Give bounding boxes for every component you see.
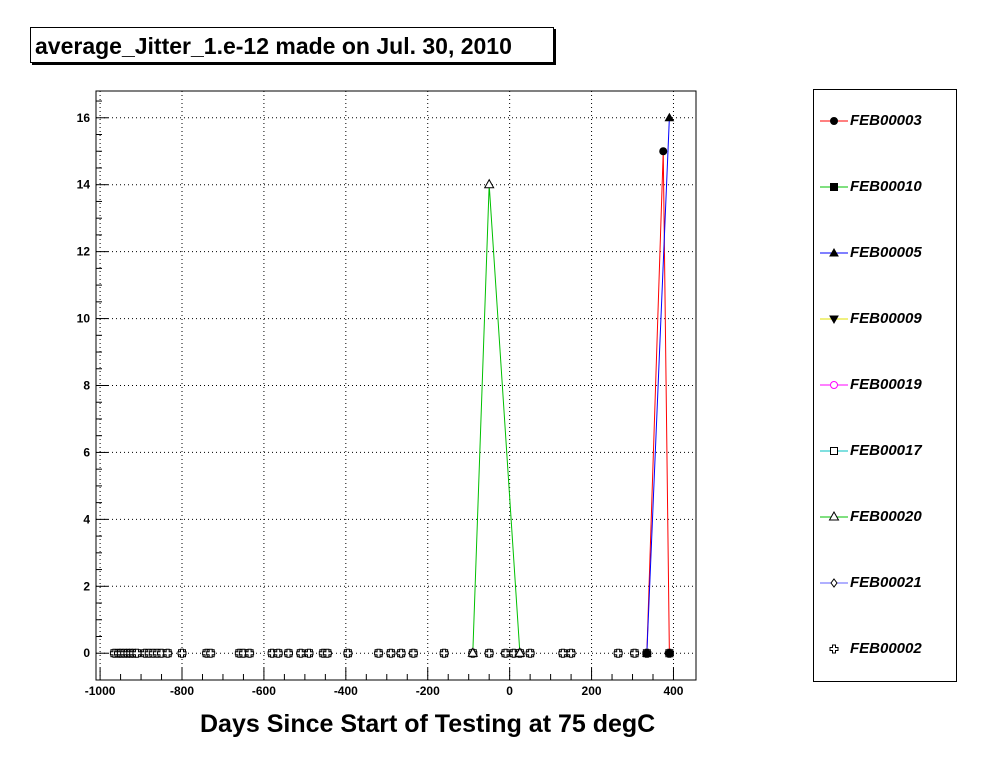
series-line-feb00020 — [472, 184, 521, 654]
legend-entry-feb00020: FEB00020 — [814, 506, 956, 528]
y-tick-label: 12 — [77, 245, 91, 259]
legend-marker — [830, 117, 838, 125]
legend-entry-feb00019: FEB00019 — [814, 374, 956, 396]
data-point-zero-cross — [296, 648, 306, 658]
x-tick-label: -400 — [334, 684, 358, 698]
legend-symbol — [820, 447, 848, 455]
legend-label: FEB00019 — [850, 376, 922, 393]
legend-label: FEB00010 — [850, 178, 922, 195]
legend-marker — [829, 644, 839, 654]
x-tick-label: -1000 — [85, 684, 116, 698]
legend-label: FEB00021 — [850, 574, 922, 591]
legend-symbol — [829, 644, 839, 654]
data-point-zero-cross — [566, 648, 576, 658]
data-point-zero-cross — [396, 648, 406, 658]
x-tick-label: -200 — [416, 684, 440, 698]
legend-entry-feb00010: FEB00010 — [814, 176, 956, 198]
data-point-zero-cross — [630, 648, 640, 658]
legend-marker — [830, 578, 838, 588]
legend-marker — [830, 183, 838, 191]
legend-entry-feb00009: FEB00009 — [814, 308, 956, 330]
legend-label: FEB00017 — [850, 442, 922, 459]
data-point-zero-cross — [273, 648, 283, 658]
data-point-zero-cross — [408, 648, 418, 658]
data-point-zero-cross — [238, 648, 248, 658]
legend-label: FEB00003 — [850, 112, 922, 129]
data-point-zero-cross — [613, 648, 623, 658]
y-tick-label: 10 — [77, 312, 91, 326]
data-point-feb00005 — [641, 648, 652, 657]
legend-symbol — [820, 315, 848, 325]
y-tick-label: 16 — [77, 111, 91, 125]
legend-symbol — [820, 247, 848, 257]
legend-entry-feb00021: FEB00021 — [814, 572, 956, 594]
data-point-zero-cross — [206, 648, 216, 658]
x-tick-label: 200 — [582, 684, 602, 698]
data-point-feb00005 — [664, 112, 675, 122]
data-point-zero-cross — [245, 648, 255, 658]
y-tick-label: 2 — [83, 579, 90, 593]
data-point-zero-cross — [177, 648, 187, 658]
legend-symbol — [820, 183, 848, 191]
legend-marker — [829, 247, 839, 257]
legend-label: FEB00002 — [850, 640, 922, 657]
data-point-zero-cross — [343, 648, 353, 658]
legend-symbol — [820, 578, 848, 588]
y-tick-label: 8 — [83, 379, 90, 393]
data-point-feb00020 — [483, 178, 495, 189]
data-point-zero-cross — [132, 648, 142, 658]
legend-symbol — [820, 381, 848, 389]
legend-marker — [830, 447, 838, 455]
data-point-zero-cross — [501, 648, 511, 658]
data-point-zero-cross — [558, 648, 568, 658]
data-point-zero-cross — [163, 648, 173, 658]
data-point-zero-cross — [439, 648, 449, 658]
x-tick-label: 0 — [506, 684, 513, 698]
data-point-zero-cross — [267, 648, 277, 658]
data-point-feb00003 — [665, 649, 674, 658]
data-point-zero-cross — [283, 648, 293, 658]
legend-marker — [828, 510, 840, 521]
series-line-feb00005 — [646, 117, 670, 654]
legend-label: FEB00009 — [850, 310, 922, 327]
legend-entry-feb00003: FEB00003 — [814, 110, 956, 132]
data-point-zero-cross — [509, 648, 519, 658]
y-tick-label: 0 — [83, 646, 90, 660]
data-point-zero-cross — [386, 648, 396, 658]
chart-title: average_Jitter_1.e-12 made on Jul. 30, 2… — [30, 27, 554, 63]
legend-entry-feb00005: FEB00005 — [814, 242, 956, 264]
x-tick-label: -800 — [170, 684, 194, 698]
legend-symbol — [820, 117, 848, 125]
data-point-zero-cross — [157, 648, 167, 658]
data-point-zero-cross — [525, 648, 535, 658]
y-tick-label: 6 — [83, 445, 90, 459]
data-point-feb00003 — [659, 147, 668, 156]
legend-entry-feb00017: FEB00017 — [814, 440, 956, 462]
legend-marker — [829, 315, 839, 325]
y-tick-label: 14 — [77, 178, 91, 192]
data-point-feb00020 — [514, 647, 526, 657]
data-point-zero-cross — [322, 648, 332, 658]
legend-entry-feb00002: FEB00002 — [814, 638, 956, 660]
legend-marker — [830, 381, 838, 389]
x-tick-label: -600 — [252, 684, 276, 698]
legend-label: FEB00020 — [850, 508, 922, 525]
legend: FEB00003 FEB00010 FEB00005 FEB00009 FEB00019… — [813, 89, 957, 682]
x-tick-label: 400 — [663, 684, 683, 698]
data-point-zero-cross — [484, 648, 494, 658]
data-point-feb00020 — [467, 647, 479, 657]
data-point-zero-cross — [304, 648, 314, 658]
x-axis-label: Days Since Start of Testing at 75 degC — [200, 710, 656, 738]
legend-label: FEB00005 — [850, 244, 922, 261]
data-point-zero-cross — [374, 648, 384, 658]
legend-symbol — [820, 510, 848, 521]
y-tick-label: 4 — [83, 512, 90, 526]
